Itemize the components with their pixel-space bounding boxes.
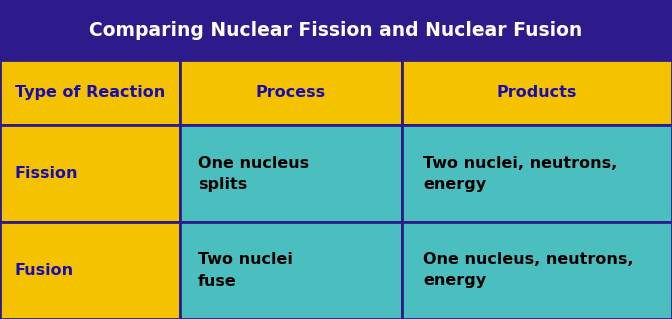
Bar (0, 125, 180, 222)
Bar (402, 60, 672, 125)
Text: Products: Products (497, 85, 577, 100)
Text: Type of Reaction: Type of Reaction (15, 85, 165, 100)
Text: Process: Process (256, 85, 326, 100)
Bar (180, 125, 402, 222)
Text: One nucleus
splits: One nucleus splits (198, 155, 309, 191)
Bar (402, 125, 672, 222)
Text: Fusion: Fusion (14, 263, 73, 278)
Bar (0, 0, 672, 60)
Bar (0, 60, 180, 125)
Bar (0, 222, 180, 319)
Text: Fission: Fission (14, 166, 78, 181)
Bar (402, 222, 672, 319)
Text: Two nuclei
fuse: Two nuclei fuse (198, 253, 293, 288)
Text: One nucleus, neutrons,
energy: One nucleus, neutrons, energy (423, 253, 634, 288)
Text: Two nuclei, neutrons,
energy: Two nuclei, neutrons, energy (423, 155, 618, 191)
Bar (180, 60, 402, 125)
Bar (180, 222, 402, 319)
Text: Comparing Nuclear Fission and Nuclear Fusion: Comparing Nuclear Fission and Nuclear Fu… (89, 20, 583, 40)
